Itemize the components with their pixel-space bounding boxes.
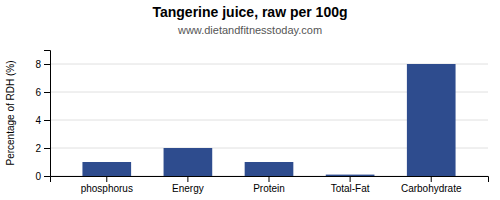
y-tick-label: 6 xyxy=(35,87,41,98)
chart-container: Tangerine juice, raw per 100g www.dietand… xyxy=(0,0,500,200)
y-tick-mark xyxy=(44,176,50,177)
x-tick: Total-Fat xyxy=(331,176,370,194)
y-tick: 2 xyxy=(35,143,50,154)
bar xyxy=(407,64,456,176)
x-tick-label: Protein xyxy=(253,183,285,194)
x-tick: Carbohydrate xyxy=(401,176,462,194)
x-tick-label: Total-Fat xyxy=(331,183,370,194)
y-tick: 0 xyxy=(35,171,50,182)
x-tick-label: Energy xyxy=(172,183,204,194)
y-tick-label: 2 xyxy=(35,143,41,154)
bar xyxy=(82,162,131,176)
y-tick: 4 xyxy=(35,115,50,126)
y-tick-label: 4 xyxy=(35,115,41,126)
x-tick: Protein xyxy=(253,176,285,194)
x-axis: phosphorus Energy Protein Total-Fat Carbohyd… xyxy=(51,176,489,194)
y-tick-label: 0 xyxy=(35,171,41,182)
y-tick: 8 xyxy=(35,59,50,70)
x-tick-mark xyxy=(106,176,107,182)
x-axis-line xyxy=(51,177,489,183)
x-tick: phosphorus xyxy=(81,176,133,194)
y-tick-mark xyxy=(44,92,50,93)
y-axis-title: Percentage of RDH (%) xyxy=(5,60,16,165)
x-tick-label: phosphorus xyxy=(81,183,133,194)
bars xyxy=(82,64,455,176)
chart: Tangerine juice, raw per 100g www.dietand… xyxy=(0,0,500,200)
y-tick-label: 8 xyxy=(35,59,41,70)
bar xyxy=(245,162,294,176)
x-tick-mark xyxy=(269,176,270,182)
y-tick-mark xyxy=(44,120,50,121)
y-tick-mark xyxy=(44,148,50,149)
y-axis: 0 2 4 6 8 xyxy=(35,51,50,182)
y-tick: 6 xyxy=(35,87,50,98)
x-tick-mark xyxy=(431,176,432,182)
x-tick: Energy xyxy=(172,176,204,194)
title: Tangerine juice, raw per 100g xyxy=(152,4,347,20)
bar xyxy=(164,148,213,176)
x-tick-mark xyxy=(187,176,188,182)
y-axis-line xyxy=(44,51,51,177)
x-tick-mark xyxy=(350,176,351,182)
subtitle: www.dietandfitnesstoday.com xyxy=(177,24,322,36)
x-tick-label: Carbohydrate xyxy=(401,183,462,194)
grid xyxy=(50,64,488,176)
bar xyxy=(326,175,375,176)
y-tick-mark xyxy=(44,64,50,65)
